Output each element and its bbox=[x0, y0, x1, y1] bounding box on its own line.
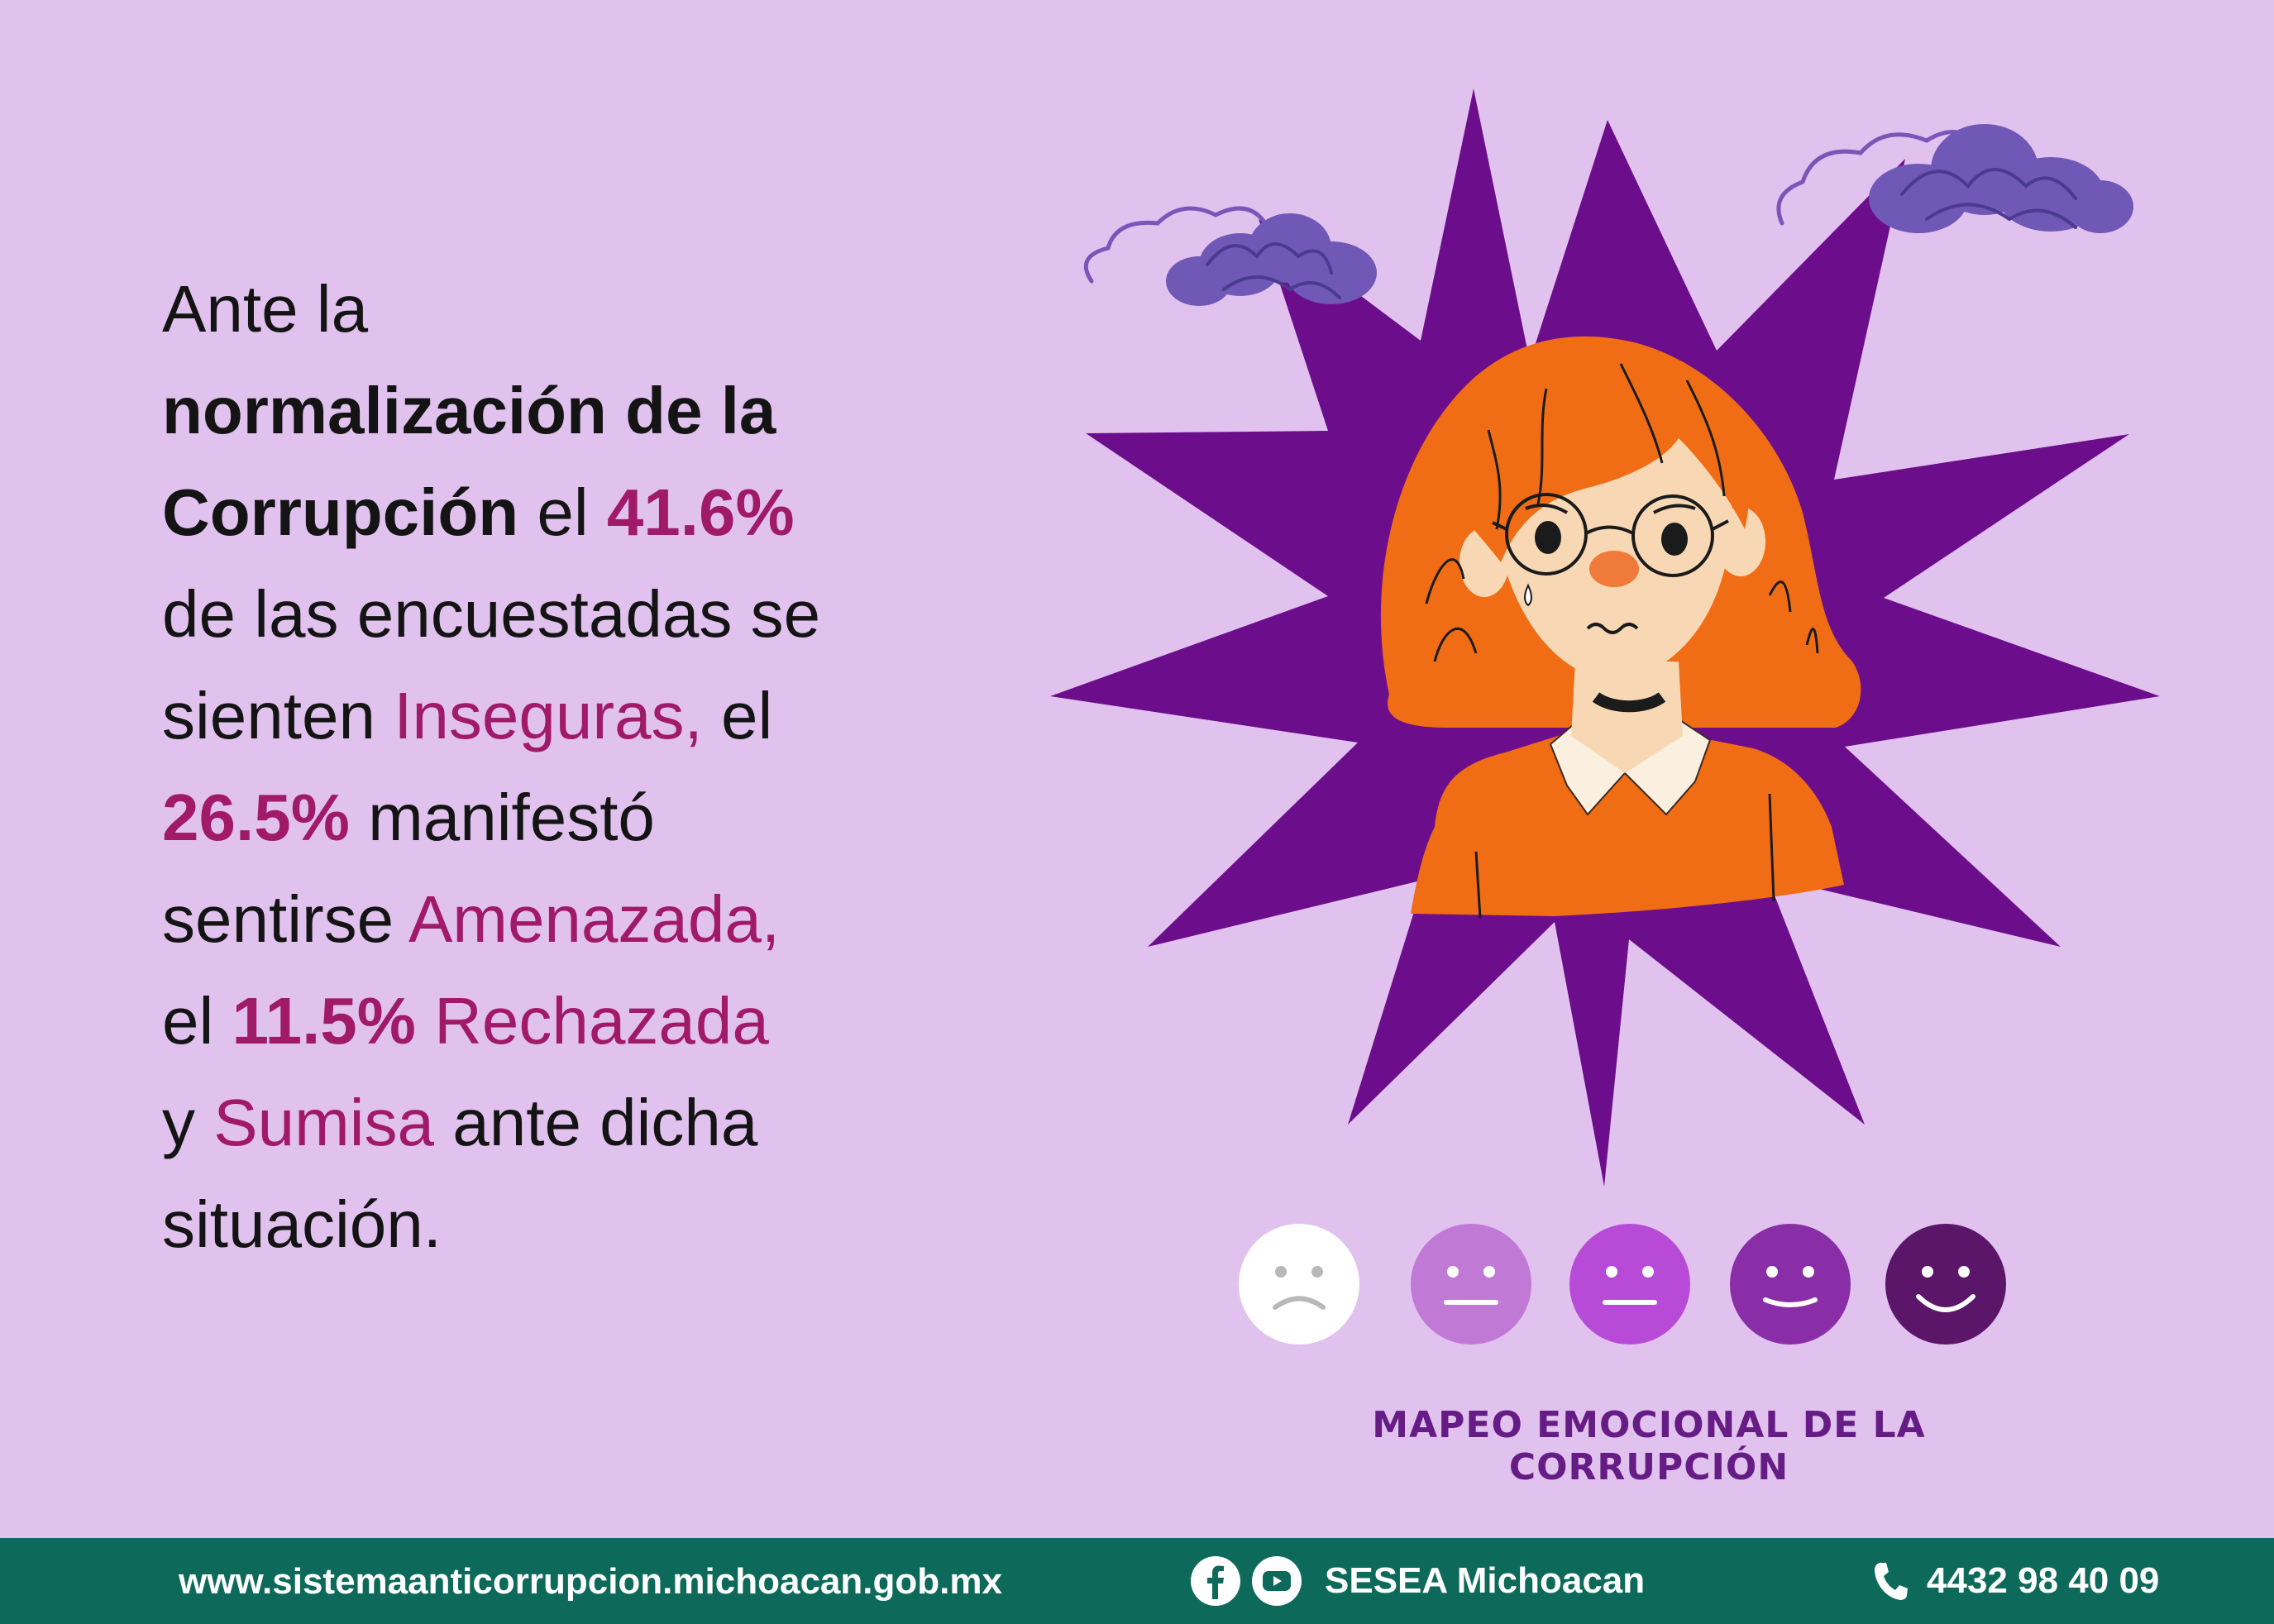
paragraph-line-1: Ante la bbox=[162, 258, 972, 360]
paragraph-line-10: situación. bbox=[162, 1173, 972, 1275]
sad-face-icon bbox=[1239, 1224, 1359, 1345]
text-ante-la: Ante la bbox=[162, 272, 369, 346]
nose bbox=[1589, 551, 1639, 587]
storm-cloud-left bbox=[1083, 206, 1377, 306]
worried-woman-illustration bbox=[1050, 88, 2160, 1187]
social-links: SESEA Michoacan bbox=[1191, 1556, 1645, 1606]
text-encuestadas: de las encuestadas se bbox=[162, 577, 821, 651]
text-manifesto: manifestó bbox=[349, 781, 655, 854]
website-link[interactable]: www.sistemaanticorrupcion.michoacan.gob.… bbox=[179, 1561, 1002, 1602]
footer-bar: www.sistemaanticorrupcion.michoacan.gob.… bbox=[0, 1538, 2274, 1624]
glasses-icon bbox=[1492, 493, 1729, 577]
phone-number[interactable]: 4432 98 40 09 bbox=[1927, 1560, 2160, 1601]
youtube-icon[interactable] bbox=[1252, 1556, 1302, 1606]
stat-amenazada: 26.5% bbox=[162, 781, 350, 854]
worried-eyes bbox=[1535, 521, 1688, 556]
neutral-face-icon bbox=[1411, 1224, 1531, 1345]
emotion-sumisa: Sumisa bbox=[213, 1086, 434, 1159]
paragraph-line-7: sentirse Amenazada, bbox=[162, 868, 972, 970]
text-ante-dicha: ante dicha bbox=[434, 1086, 758, 1159]
paragraph-line-5: sienten Inseguras, el bbox=[162, 665, 972, 767]
paragraph-line-9: y Sumisa ante dicha bbox=[162, 1072, 972, 1173]
stat-rechazada: 11.5% bbox=[232, 984, 416, 1058]
text-situacion: situación. bbox=[162, 1187, 442, 1261]
main-paragraph: Ante la normalización de la Corrupción e… bbox=[162, 258, 972, 1275]
emotion-inseguras: Inseguras, bbox=[394, 679, 703, 752]
text-el-3: el bbox=[162, 984, 232, 1058]
social-handle[interactable]: SESEA Michoacan bbox=[1325, 1560, 1646, 1601]
phone-icon bbox=[1875, 1563, 1908, 1600]
paragraph-line-8: el 11.5% Rechazada bbox=[162, 970, 972, 1072]
stat-inseguras: 41.6% bbox=[606, 475, 795, 549]
tear-icon bbox=[1524, 583, 1532, 607]
text-normalizacion: normalización de la bbox=[162, 374, 776, 447]
smile-face-icon bbox=[1730, 1224, 1851, 1345]
text-el-2: el bbox=[702, 679, 773, 752]
facebook-icon[interactable] bbox=[1191, 1556, 1240, 1606]
paragraph-line-4: de las encuestadas se bbox=[162, 563, 972, 665]
happy-face-icon bbox=[1885, 1224, 2006, 1345]
text-el: el bbox=[518, 475, 607, 549]
text-sentirse: sentirse bbox=[162, 882, 408, 956]
paragraph-line-3: Corrupción el 41.6% bbox=[162, 461, 972, 563]
paragraph-line-6: 26.5% manifestó bbox=[162, 767, 972, 868]
text-y: y bbox=[162, 1086, 214, 1159]
paragraph-line-2: normalización de la bbox=[162, 360, 972, 461]
neck bbox=[1571, 662, 1683, 773]
storm-cloud-right bbox=[1776, 124, 2133, 233]
text-corrupcion: Corrupción bbox=[162, 475, 519, 549]
caption-title: MAPEO EMOCIONAL DE LA CORRUPCIÓN bbox=[1372, 1404, 1926, 1488]
wobbly-mouth bbox=[1586, 623, 1639, 634]
sweater bbox=[1411, 732, 1844, 916]
text-sienten: sienten bbox=[162, 679, 394, 752]
emotion-amenazada: Amenazada, bbox=[408, 882, 781, 956]
neutral-face-icon-2 bbox=[1569, 1224, 1690, 1345]
phone-contact: 4432 98 40 09 bbox=[1872, 1556, 2159, 1606]
emotion-rechazada: Rechazada bbox=[415, 984, 769, 1058]
emotion-scale bbox=[1237, 1222, 2014, 1346]
